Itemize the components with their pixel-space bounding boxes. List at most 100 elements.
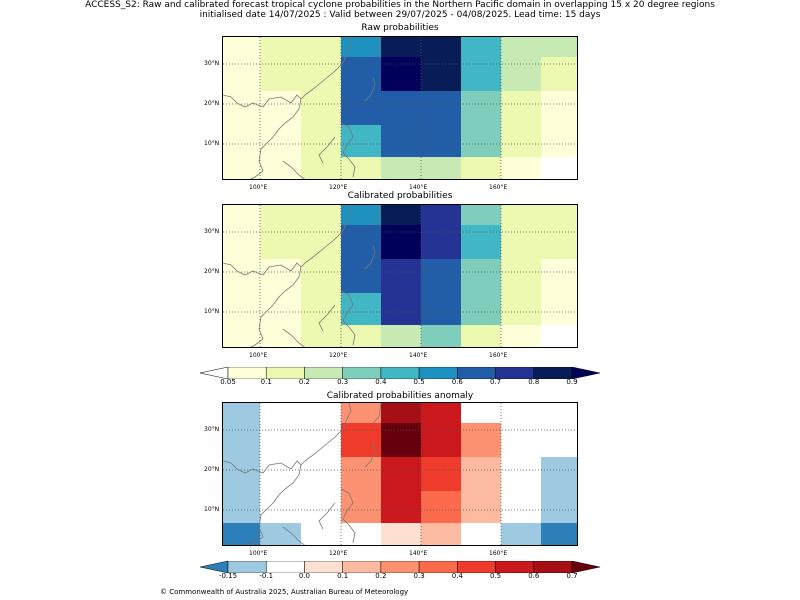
lon-tick-label: 140°E [409, 352, 428, 359]
grid-cell [223, 491, 261, 524]
grid-cell [541, 125, 577, 158]
grid-cell [461, 325, 502, 347]
grid-cell [501, 293, 542, 326]
grid-cell [260, 205, 302, 226]
grid-cell [541, 91, 577, 126]
grid-cell [421, 91, 462, 126]
grid-cell [301, 293, 342, 326]
grid-cell [341, 37, 382, 58]
grid-cell [461, 205, 502, 226]
grid-cell [381, 57, 422, 92]
grid-cell [223, 157, 261, 179]
lat-tick-label: 20°N [204, 100, 220, 107]
raw-probabilities-map [222, 36, 578, 180]
colorbar-tick-label: 0.4 [375, 378, 387, 386]
colorbar-tick-label: 0.2 [298, 378, 311, 386]
grid-cell [341, 423, 382, 458]
grid-cell [341, 57, 382, 92]
grid-cell [301, 423, 342, 458]
grid-cell [541, 259, 577, 294]
grid-cell [381, 259, 422, 294]
colorbar-tick-label: 0.5 [413, 378, 425, 386]
grid-cell [301, 325, 342, 347]
grid-cell [541, 205, 577, 226]
grid-cell [541, 325, 577, 347]
grid-cell [501, 423, 542, 458]
grid-cell [223, 423, 261, 458]
grid-cell [541, 403, 577, 424]
grid-cell [223, 205, 261, 226]
grid-cell [301, 57, 342, 92]
panel-title-calibrated: Calibrated probabilities [347, 191, 453, 201]
grid-cell [501, 37, 542, 58]
grid-cell [260, 91, 302, 126]
grid-cell [541, 491, 577, 524]
colorbar-tick-label: 0.4 [451, 572, 463, 580]
grid-cell [341, 225, 382, 260]
grid-cell [223, 293, 261, 326]
copyright-footer: © Commonwealth of Australia 2025, Austra… [160, 588, 409, 596]
grid-cell [381, 457, 422, 492]
grid-cell [260, 157, 302, 179]
grid-cell [421, 157, 462, 179]
grid-cell [301, 205, 342, 226]
colorbar-tick-label: 0.1 [260, 378, 272, 386]
grid-cell [341, 125, 382, 158]
coastline [223, 205, 382, 347]
grid-cell [461, 423, 502, 458]
colorbar-extend-high [571, 366, 601, 380]
grid-cell [541, 423, 577, 458]
grid-cell [421, 57, 462, 92]
grid-cell [223, 37, 261, 58]
grid-cell [461, 37, 502, 58]
grid-cell [260, 325, 302, 347]
grid-cell [260, 125, 302, 158]
grid-cell [541, 523, 577, 545]
lon-tick-label: 140°E [409, 184, 428, 191]
grid-cell [501, 523, 542, 545]
coastline [223, 403, 382, 545]
lon-tick-label: 140°E [409, 550, 428, 557]
colorbar-tick-label: 0.6 [451, 378, 463, 386]
grid-cell [501, 259, 542, 294]
grid-cell [260, 259, 302, 294]
grid-cell [381, 325, 422, 347]
grid-cell [341, 91, 382, 126]
grid-cell [501, 403, 542, 424]
grid-cell [341, 523, 382, 545]
grid-cell [341, 403, 382, 424]
colorbar-tick-label: 0.05 [220, 378, 236, 386]
grid-cell [421, 125, 462, 158]
grid-cell [501, 491, 542, 524]
lat-tick-label: 10°N [204, 308, 220, 315]
grid-cell [501, 157, 542, 179]
grid-cell [461, 491, 502, 524]
grid-cell [461, 403, 502, 424]
grid-cell [421, 293, 462, 326]
grid-cell [461, 57, 502, 92]
grid-cell [461, 293, 502, 326]
grid-cell [501, 125, 542, 158]
lat-tick-label: 30°N [204, 426, 220, 433]
figure-title-line2: initialised date 14/07/2025 : Valid betw… [199, 10, 601, 20]
panel-title-raw: Raw probabilities [361, 23, 439, 33]
grid-cell [421, 259, 462, 294]
grid-cell [461, 259, 502, 294]
colorbar-tick-label: 0.7 [566, 572, 578, 580]
lat-tick-label: 20°N [204, 466, 220, 473]
colorbar-tick-label: 0.1 [337, 572, 349, 580]
grid-cell [260, 423, 302, 458]
lon-tick-label: 100°E [249, 550, 268, 557]
grid-cell [541, 457, 577, 492]
grid-cell [301, 491, 342, 524]
anomaly-map [222, 402, 578, 546]
grid-cell [381, 491, 422, 524]
grid-cell [381, 225, 422, 260]
grid-cell [421, 205, 462, 226]
grid-cell [223, 225, 261, 260]
grid-cell [223, 125, 261, 158]
grid-cell [341, 325, 382, 347]
grid-cell [260, 491, 302, 524]
colorbar-tick-label: 0.8 [528, 378, 540, 386]
grid-cell [260, 225, 302, 260]
